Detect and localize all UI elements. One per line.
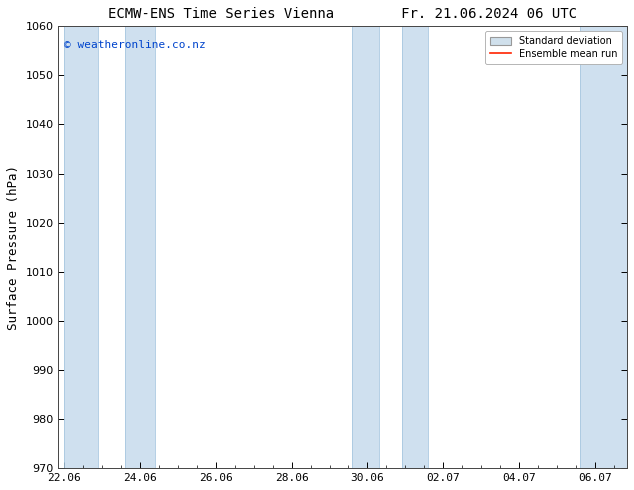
Title: ECMW-ENS Time Series Vienna        Fr. 21.06.2024 06 UTC: ECMW-ENS Time Series Vienna Fr. 21.06.20… <box>108 7 578 21</box>
Y-axis label: Surface Pressure (hPa): Surface Pressure (hPa) <box>7 165 20 330</box>
Bar <box>125 26 155 468</box>
Text: © weatheronline.co.nz: © weatheronline.co.nz <box>64 40 206 49</box>
Bar <box>401 26 428 468</box>
Bar <box>579 26 627 468</box>
Bar <box>64 26 98 468</box>
Bar <box>353 26 378 468</box>
Legend: Standard deviation, Ensemble mean run: Standard deviation, Ensemble mean run <box>485 31 622 64</box>
